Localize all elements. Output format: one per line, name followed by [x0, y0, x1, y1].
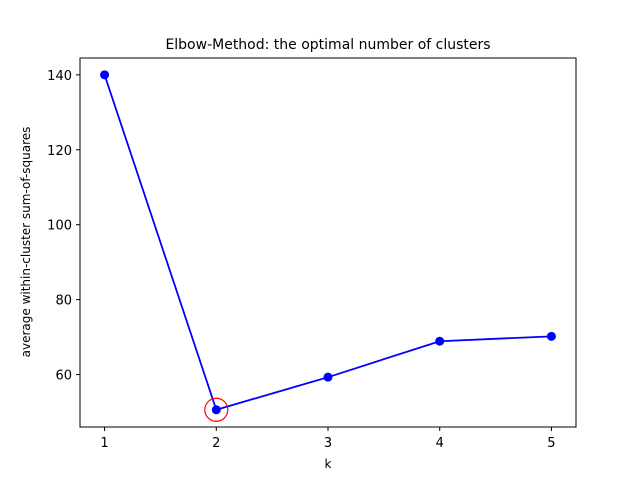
y-tick-label: 140: [47, 69, 72, 84]
data-point-k3: [323, 372, 333, 382]
data-point-k5: [546, 331, 556, 341]
plot-background: [80, 58, 576, 427]
x-axis-label: k: [325, 457, 332, 471]
y-axis-label: average within-cluster sum-of-squares: [19, 127, 33, 358]
data-point-k1: [100, 70, 110, 80]
y-tick-label: 60: [55, 369, 72, 384]
y-tick-label: 120: [47, 144, 72, 159]
x-tick-label: 1: [100, 436, 108, 451]
y-tick-label: 80: [55, 294, 72, 309]
optimal-k-highlight: [204, 397, 229, 422]
x-tick-label: 4: [436, 436, 444, 451]
x-tick-label: 5: [547, 436, 555, 451]
x-tick-label: 2: [212, 436, 220, 451]
y-tick-label: 100: [47, 219, 72, 234]
chart-title: Elbow-Method: the optimal number of clus…: [165, 37, 490, 53]
data-point-k4: [435, 336, 445, 346]
x-tick-label: 3: [324, 436, 332, 451]
data-point-k2: [211, 405, 221, 415]
